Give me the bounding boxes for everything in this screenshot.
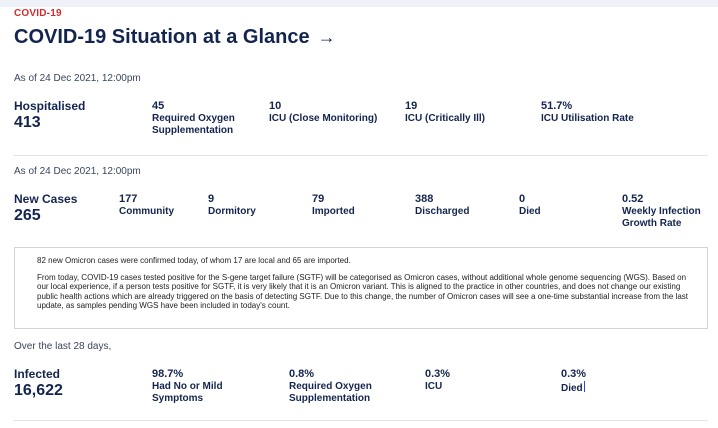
hospital-as-of: As of 24 Dec 2021, 12:00pm [14,73,141,84]
infected-period: Over the last 28 days, [14,341,112,352]
hospitalised-stat: Hospitalised 413 [14,99,85,132]
omicron-note: 82 new Omicron cases were confirmed toda… [14,247,708,329]
stat-label: Died [519,206,541,217]
stat-value: 0.52 [622,193,644,205]
stat-label: ICU Utilisation Rate [541,113,634,124]
stat-label: Imported [312,206,355,217]
stat-value: 0.3% [561,368,587,380]
eyebrow-label: COVID-19 [14,8,62,19]
stat-value: 177 [119,193,138,205]
oxygen-percent-stat: 0.8% Required Oxygen Supplementation [289,368,399,405]
infected-label: Infected [14,367,61,381]
stat-label: Required Oxygen Supplementation [289,381,372,404]
died-percent-stat: 0.3% Died [561,368,671,395]
stat-label: ICU (Close Monitoring) [269,113,378,124]
stat-label: Had No or Mild Symptoms [152,381,223,404]
stat-value: 51.7% [541,100,573,112]
stat-value: 79 [312,193,325,205]
omicron-note-detail: From today, COVID-19 cases tested positi… [37,272,689,311]
new-cases-label: New Cases [14,192,78,206]
stat-value: 0.8% [289,368,315,380]
stat-value: 0 [519,193,526,205]
stat-label: ICU (Critically Ill) [405,113,486,124]
dormitory-stat: 9 Dormitory [208,193,298,218]
died-percent-label: Died [561,383,583,394]
stat-label: Dormitory [208,206,256,217]
new-cases-stat: New Cases 265 [14,192,77,225]
new-cases-value: 265 [14,207,41,224]
section-divider [14,155,708,156]
stat-label: Weekly Infection Growth Rate [622,206,701,229]
stat-value: 10 [269,100,282,112]
stat-value: 45 [152,100,165,112]
mild-symptoms-stat: 98.7% Had No or Mild Symptoms [152,368,262,405]
arrow-right-icon: → [317,27,336,47]
icu-percent-stat: 0.3% ICU [425,368,535,393]
icu-close-monitoring-stat: 10 ICU (Close Monitoring) [269,100,399,125]
stat-value: 19 [405,100,418,112]
oxygen-stat: 45 Required Oxygen Supplementation [152,100,262,137]
top-strip [0,0,718,7]
community-stat: 177 Community [119,193,199,218]
stat-label: Required Oxygen Supplementation [152,113,235,136]
hospitalised-label: Hospitalised [14,99,86,113]
stat-value: 98.7% [152,368,184,380]
weekly-growth-rate-stat: 0.52 Weekly Infection Growth Rate [622,193,712,230]
stat-value: 0.3% [425,368,451,380]
imported-stat: 79 Imported [312,193,402,218]
stat-label: Discharged [415,206,470,217]
discharged-stat: 388 Discharged [415,193,505,218]
cases-as-of: As of 24 Dec 2021, 12:00pm [14,166,141,177]
hospitalised-value: 413 [14,114,41,131]
stat-label: Died [561,381,671,395]
section-divider [14,420,708,421]
died-stat: 0 Died [519,193,599,218]
icu-utilisation-stat: 51.7% ICU Utilisation Rate [541,100,681,125]
stat-label: ICU [425,381,443,392]
page-title: COVID-19 Situation at a Glance [14,26,310,48]
infected-value: 16,622 [14,382,63,399]
text-cursor [583,381,585,392]
stat-value: 9 [208,193,215,205]
infected-stat: Infected 16,622 [14,367,63,400]
icu-critically-ill-stat: 19 ICU (Critically Ill) [405,100,535,125]
stat-value: 388 [415,193,434,205]
stat-label: Community [119,206,174,217]
page-title-link[interactable]: COVID-19 Situation at a Glance → [14,26,336,49]
omicron-note-summary: 82 new Omicron cases were confirmed toda… [37,256,351,265]
